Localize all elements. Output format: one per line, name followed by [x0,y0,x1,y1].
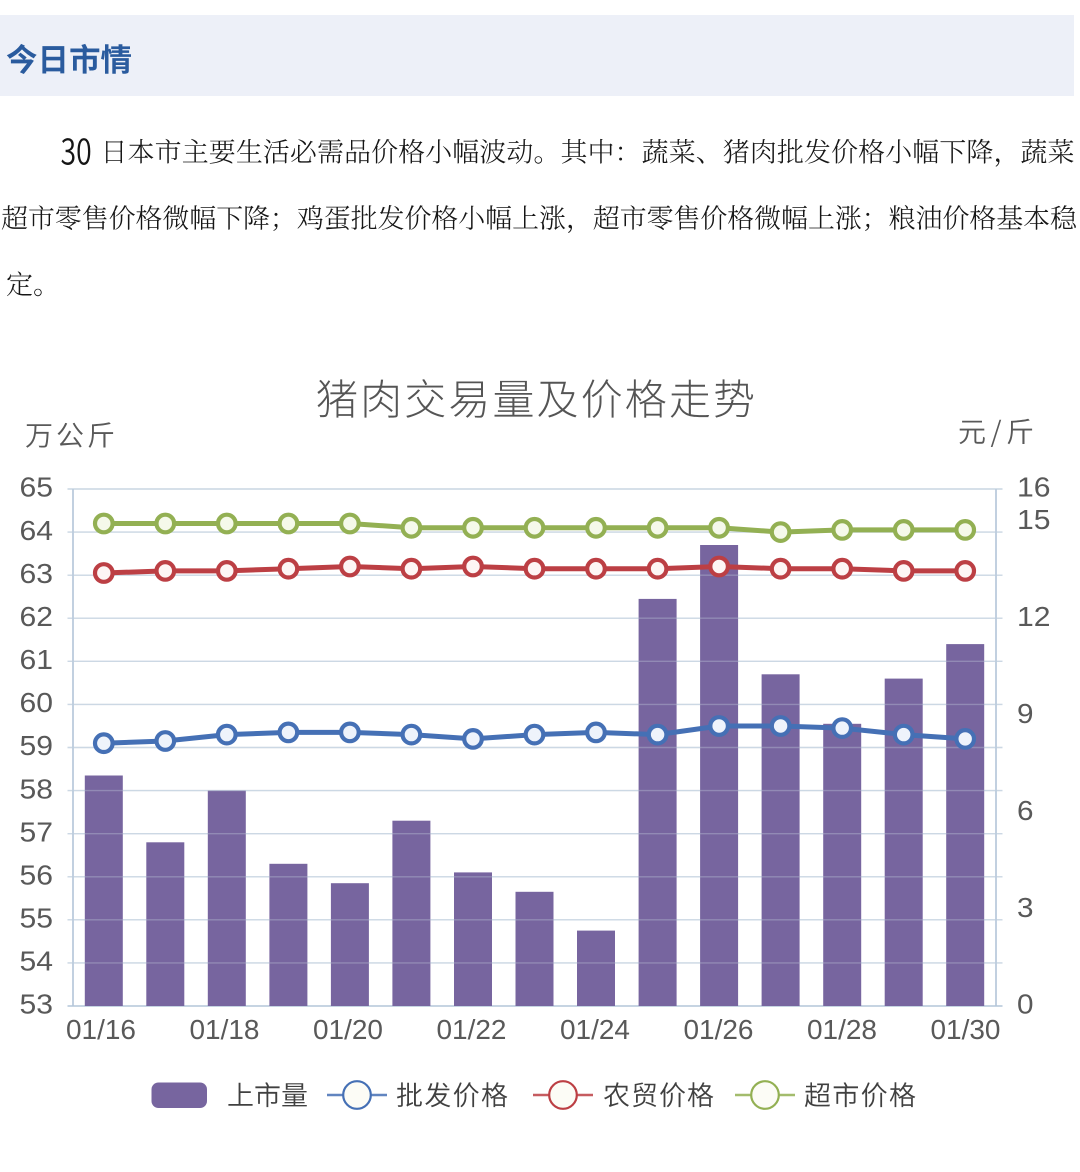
svg-text:61: 61 [20,644,54,675]
svg-text:01/22: 01/22 [437,1014,507,1045]
svg-text:01/26: 01/26 [684,1014,754,1045]
svg-text:55: 55 [20,903,54,934]
svg-text:01/28: 01/28 [807,1014,877,1045]
svg-text:65: 65 [20,472,54,503]
svg-text:01/24: 01/24 [560,1014,630,1045]
svg-text:3: 3 [1017,892,1034,923]
svg-text:9: 9 [1017,698,1034,729]
svg-text:16: 16 [1017,472,1051,503]
svg-text:63: 63 [20,558,54,589]
svg-text:12: 12 [1017,601,1051,632]
svg-text:53: 53 [20,989,54,1020]
svg-text:57: 57 [20,816,54,847]
svg-text:01/30: 01/30 [931,1014,1001,1045]
svg-text:0: 0 [1017,989,1034,1020]
svg-text:60: 60 [20,687,54,718]
svg-text:56: 56 [20,860,54,891]
svg-text:6: 6 [1017,795,1034,826]
svg-text:01/16: 01/16 [66,1014,136,1045]
svg-text:54: 54 [20,946,54,977]
svg-text:62: 62 [20,601,54,632]
svg-text:59: 59 [20,730,54,761]
svg-text:01/18: 01/18 [190,1014,260,1045]
svg-text:58: 58 [20,773,54,804]
svg-text:01/20: 01/20 [313,1014,383,1045]
svg-text:64: 64 [20,515,54,546]
svg-text:15: 15 [1017,504,1051,535]
